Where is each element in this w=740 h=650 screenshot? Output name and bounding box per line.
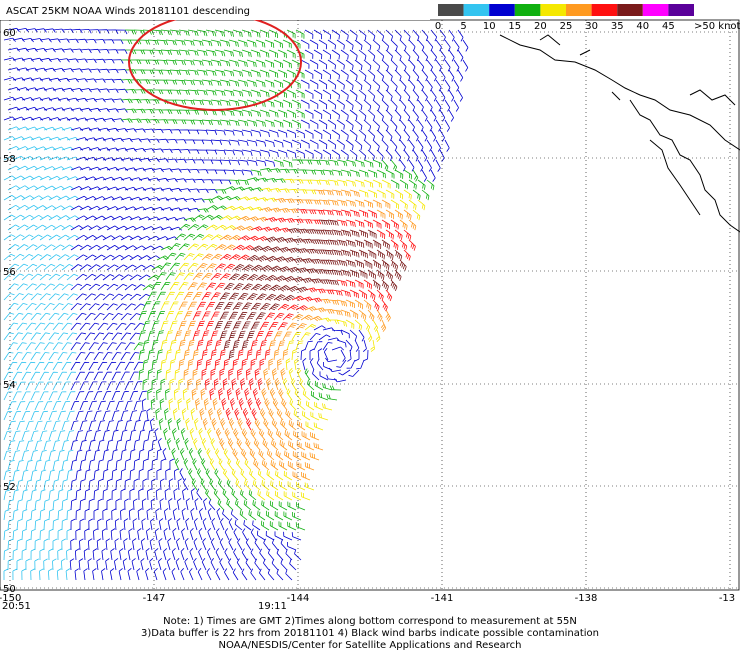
barb-group <box>174 189 417 481</box>
note: Note: 1) Times are GMT 2)Times along bot… <box>163 616 577 627</box>
barb-group <box>3 27 469 581</box>
legend-swatch <box>514 4 541 16</box>
legend-label: 20 <box>534 21 547 32</box>
barb-group <box>192 209 416 431</box>
legend-swatch <box>489 4 515 16</box>
title-bg <box>0 0 430 20</box>
legend-swatch <box>463 4 490 16</box>
lon-label: -147 <box>143 593 166 604</box>
lon-label: -150 <box>0 593 21 604</box>
legend-label: 15 <box>508 21 521 32</box>
legend: 0 5 10 15 20 25 30 35 40 45 >50 knots <box>435 4 740 32</box>
barb-group <box>3 126 79 581</box>
lat-label: 52 <box>3 482 16 493</box>
legend-label: 5 <box>460 21 466 32</box>
legend-label: >50 knots <box>694 21 740 32</box>
time-label: 20:51 <box>2 601 31 612</box>
lon-label: -138 <box>575 593 598 604</box>
note: NOAA/NESDIS/Center for Satellite Applica… <box>218 640 521 650</box>
legend-label: 45 <box>662 21 675 32</box>
barb-group <box>160 178 426 501</box>
title: ASCAT 25KM NOAA Winds 20181101 descendin… <box>6 6 250 17</box>
coastline <box>499 34 740 233</box>
note: 3)Data buffer is 22 hrs from 20181101 4)… <box>141 628 599 639</box>
lon-label: -144 <box>287 593 310 604</box>
time-label: 19:11 <box>258 601 287 612</box>
legend-swatch <box>540 4 566 16</box>
lat-label: 58 <box>3 154 16 165</box>
legend-label: 25 <box>560 21 573 32</box>
lat-label: 54 <box>3 380 16 391</box>
legend-swatch <box>566 4 592 16</box>
legend-label: 10 <box>483 21 496 32</box>
legend-swatch <box>668 4 694 16</box>
barb-group <box>214 219 407 361</box>
legend-label: 30 <box>585 21 598 32</box>
legend-swatch <box>438 4 464 16</box>
legend-swatch <box>617 4 643 16</box>
axis-labels: 60 58 56 54 52 50-150 -147 -144 -141 -138 -13 20:51… <box>0 28 735 612</box>
legend-label: 40 <box>636 21 649 32</box>
lat-label: 56 <box>3 267 16 278</box>
wind-barbs <box>3 27 469 581</box>
graticule <box>0 20 740 590</box>
legend-swatch <box>591 4 618 16</box>
lat-label: 60 <box>3 28 16 39</box>
legend-swatch <box>642 4 669 16</box>
legend-label: 35 <box>611 21 624 32</box>
lat-label: 50 <box>3 584 16 595</box>
lon-label: -13 <box>719 593 735 604</box>
lon-label: -141 <box>431 593 454 604</box>
legend-label: 0 <box>435 21 441 32</box>
